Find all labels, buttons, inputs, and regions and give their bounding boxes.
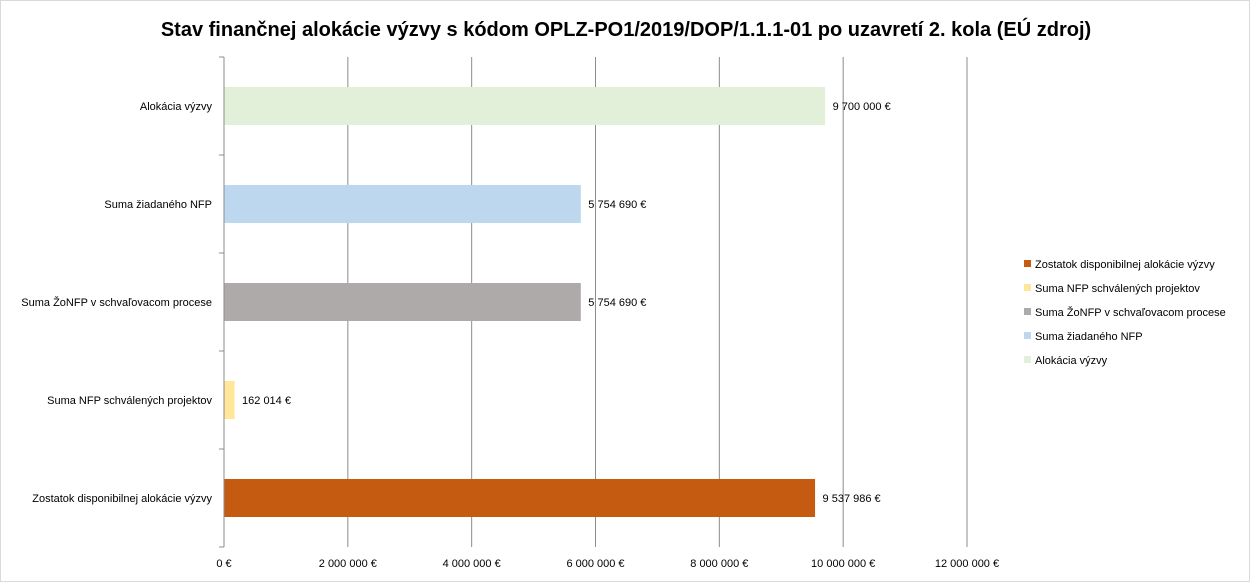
legend-entry: Zostatok disponibilnej alokácie výzvy [1035,259,1215,271]
legend-entry: Suma NFP schválených projektov [1035,283,1200,295]
category-label: Suma NFP schválených projektov [47,395,212,407]
axes: 0 € 2 000 000 € 4 000 000 € 6 000 000 € 8 00… [21,56,999,570]
legend-swatch [1024,260,1031,267]
bar [224,185,581,223]
legend-entry: Suma žiadaného NFP [1035,331,1143,343]
bar [224,283,581,321]
category-label: Suma žiadaného NFP [104,199,212,211]
x-tick-label: 8 000 000 € [690,558,748,570]
x-tick-label: 6 000 000 € [566,558,624,570]
chart-title: Stav finančnej alokácie výzvy s kódom OP… [161,17,1091,41]
category-label: Zostatok disponibilnej alokácie výzvy [32,493,212,505]
category-label: Suma ŽoNFP v schvaľovacom procese [21,296,212,309]
legend-swatch [1024,308,1031,315]
data-label: 5 754 690 € [588,199,646,211]
x-tick-label: 12 000 000 € [935,558,999,570]
legend-entry: Alokácia výzvy [1035,355,1108,367]
data-label: 162 014 € [242,395,291,407]
x-tick-label: 10 000 000 € [811,558,875,570]
bar [224,479,816,517]
data-label: 9 700 000 € [833,101,891,113]
gridlines [347,57,968,547]
legend: Zostatok disponibilnej alokácie výzvy Sum… [1024,259,1226,367]
bar [224,87,826,125]
legend-swatch [1024,356,1031,363]
legend-swatch [1024,284,1031,291]
legend-swatch [1024,332,1031,339]
x-tick-label: 2 000 000 € [319,558,377,570]
bar [224,381,235,419]
data-label: 9 537 986 € [823,493,881,505]
x-tick-label: 4 000 000 € [443,558,501,570]
x-tick-label: 0 € [216,558,231,570]
bars: 9 700 000 € 5 754 690 € 5 754 690 € 162 014… [224,87,891,517]
data-label: 5 754 690 € [588,297,646,309]
category-label: Alokácia výzvy [140,101,213,113]
legend-entry: Suma ŽoNFP v schvaľovacom procese [1035,306,1226,319]
